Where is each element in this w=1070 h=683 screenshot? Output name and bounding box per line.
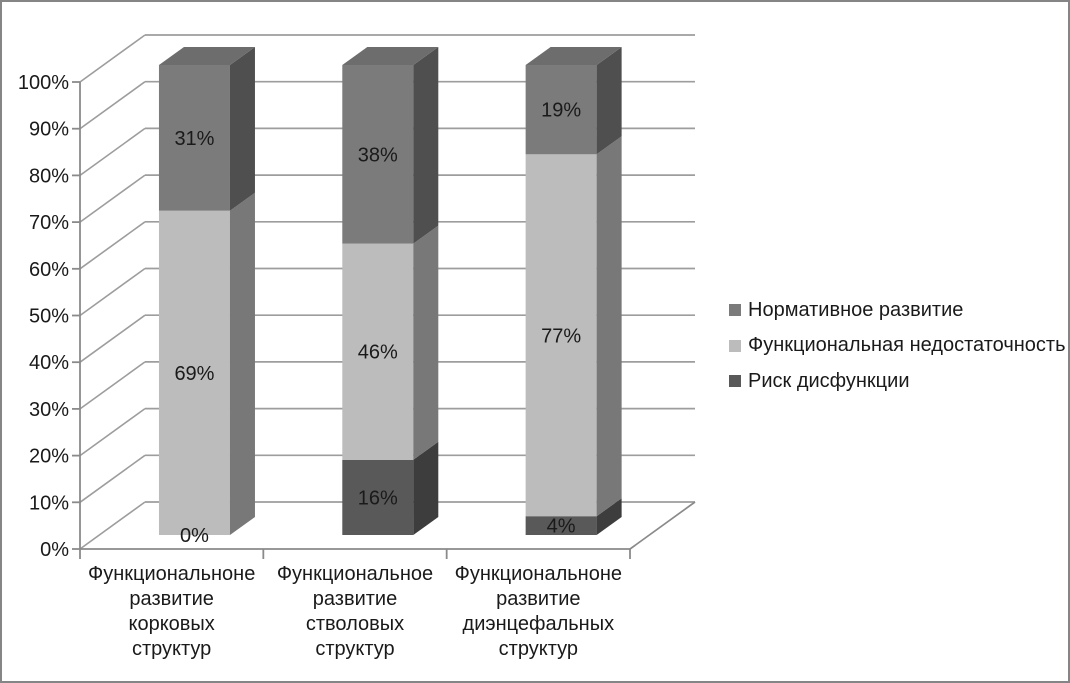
y-tick-label: 30%: [29, 399, 69, 421]
value-label: 19%: [541, 100, 581, 122]
legend-label: Функциональная недостаточность: [748, 334, 1066, 356]
bar-top-face: [342, 47, 439, 65]
legend-marker-icon: [729, 304, 741, 316]
bar-segment-side: [596, 498, 622, 535]
y-tick-label: 0%: [40, 539, 69, 561]
bar-segment-front: [342, 65, 414, 244]
legend-marker-icon: [729, 339, 741, 352]
y-tick-label: 40%: [29, 352, 69, 374]
gridline-depth: [79, 34, 146, 83]
gridline-depth: [79, 221, 146, 270]
bar-segment-side: [229, 192, 255, 535]
legend-label: Риск дисфункции: [748, 369, 910, 392]
y-tick-label: 80%: [29, 165, 69, 187]
gridline-depth: [79, 361, 146, 410]
bar-segment-side: [413, 441, 439, 535]
floor-right-edge: [629, 501, 696, 550]
value-label: 38%: [358, 144, 398, 166]
bar-segment-side: [596, 136, 622, 517]
bar-segment-side: [596, 47, 622, 155]
legend-marker-icon: [729, 375, 741, 387]
gridline-depth: [79, 407, 146, 457]
gridline-depth: [79, 127, 146, 177]
value-label: 69%: [174, 363, 214, 385]
gridline-depth: [79, 174, 146, 223]
y-tick-label: 70%: [29, 212, 69, 234]
bar-top-face: [525, 47, 622, 65]
bar-segment-side: [229, 47, 255, 211]
bar-segment-side: [413, 47, 439, 244]
gridline-depth: [79, 454, 146, 503]
value-label: 46%: [358, 342, 398, 364]
legend-item: Риск дисфункции: [729, 370, 1066, 392]
y-tick-label: 50%: [29, 306, 69, 328]
legend-label: Нормативное развитие: [748, 298, 964, 321]
value-label: 31%: [174, 128, 214, 150]
bar-top-face: [158, 47, 255, 65]
bar-segment-front: [158, 210, 230, 535]
bar-segment-front: [158, 65, 230, 211]
bar-segment-front: [342, 243, 414, 460]
y-tick-label: 10%: [29, 492, 69, 514]
legend-item: Нормативное развитие: [729, 299, 1066, 321]
bar-segment-front: [342, 459, 414, 535]
legend: Нормативное развитие Функциональная недос…: [729, 299, 1066, 406]
value-label: 16%: [358, 487, 398, 509]
gridline-depth: [79, 314, 146, 363]
gridline-depth: [79, 501, 146, 550]
bar-segment-front: [525, 154, 597, 517]
gridline-depth: [79, 81, 146, 130]
value-label: 77%: [541, 325, 581, 347]
y-tick-label: 90%: [29, 119, 69, 141]
y-tick-label: 100%: [18, 72, 69, 94]
bar-segment-front: [525, 516, 597, 535]
y-tick-label: 60%: [29, 259, 69, 281]
value-label: 0%: [180, 525, 209, 547]
gridline-depth: [79, 267, 146, 317]
value-label: 4%: [547, 516, 576, 538]
bar-segment-side: [413, 225, 439, 460]
legend-item: Функциональная недостаточность: [729, 334, 1066, 357]
y-tick-label: 20%: [29, 446, 69, 468]
bar-segment-front: [525, 65, 597, 155]
